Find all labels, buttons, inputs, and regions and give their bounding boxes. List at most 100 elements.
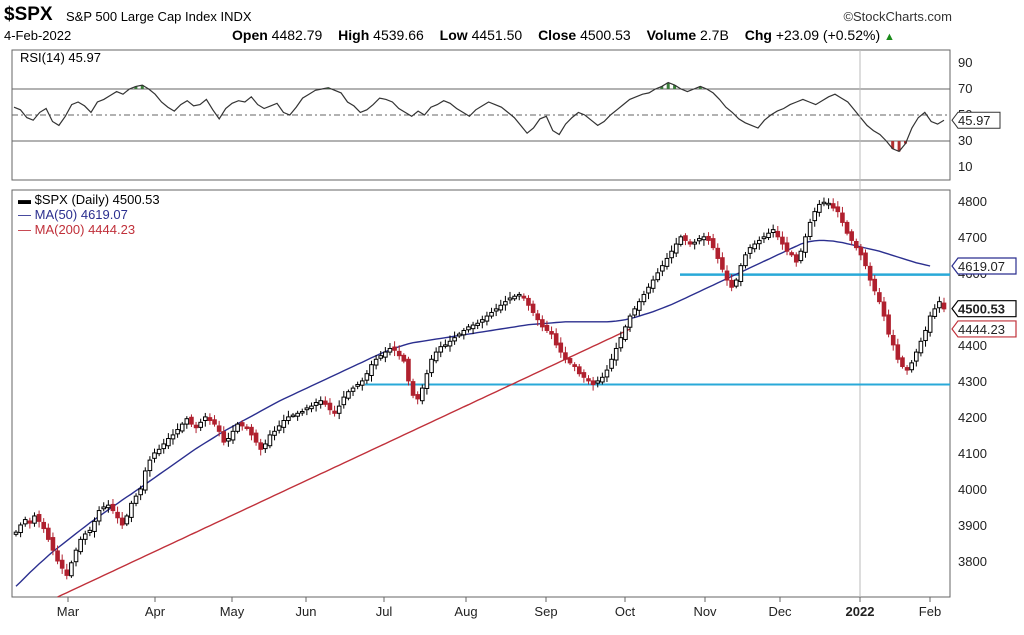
candle-body <box>424 373 430 389</box>
candle-body <box>299 411 305 414</box>
candle-body <box>36 514 42 522</box>
candle-body <box>50 537 56 551</box>
candle-body <box>757 239 762 245</box>
candle-body <box>438 346 444 353</box>
candle-body <box>304 407 310 411</box>
candle-body <box>336 405 342 414</box>
candle-body <box>567 358 573 364</box>
candle-body <box>627 315 633 328</box>
candle-body <box>604 369 610 378</box>
candle-body <box>738 265 744 282</box>
candle-body <box>46 527 51 540</box>
candle-body <box>664 257 670 267</box>
candle-body <box>263 443 268 450</box>
candle-body <box>927 315 933 333</box>
candle-body <box>69 562 74 577</box>
rsi-tick-label: 10 <box>958 159 972 174</box>
candle-body <box>669 250 674 259</box>
candle-body <box>516 293 522 297</box>
price-tick-label: 4100 <box>958 446 987 461</box>
candle-body <box>549 331 554 335</box>
candle-body <box>124 515 130 525</box>
price-tick-label: 3800 <box>958 554 987 569</box>
candle-body <box>830 203 836 209</box>
candle-body <box>272 430 277 436</box>
price-tick-label: 4200 <box>958 410 987 425</box>
candle-body <box>189 416 194 425</box>
candle-body <box>697 238 702 242</box>
candle-body <box>720 257 725 270</box>
candle-body <box>632 308 637 316</box>
candle-body <box>373 358 379 366</box>
candle-body <box>678 236 684 245</box>
candle-body <box>22 519 28 525</box>
candle-body <box>743 254 748 267</box>
price-tick-label: 3900 <box>958 518 987 533</box>
candle-body <box>650 279 656 289</box>
candle-body <box>406 358 411 382</box>
candle-body <box>687 241 693 245</box>
candle-body <box>821 201 827 205</box>
candle-body <box>355 383 360 387</box>
rsi-legend: RSI(14) 45.97 <box>20 50 101 65</box>
exchange-text: INDX <box>220 9 252 24</box>
candle-body <box>775 230 781 238</box>
x-tick-label: May <box>220 604 245 619</box>
candle-body <box>332 410 337 414</box>
candle-body <box>456 333 462 337</box>
candle-body <box>309 405 314 410</box>
candle-body <box>784 242 790 252</box>
price-tick-label: 4300 <box>958 374 987 389</box>
ma50-value-tag: 4619.07 <box>958 259 1005 274</box>
candle-body <box>715 247 721 259</box>
candle-body <box>82 533 88 540</box>
candle-body <box>249 426 254 436</box>
candle-body <box>747 247 753 254</box>
rsi-tick-label: 30 <box>958 133 972 148</box>
quote-date: 4-Feb-2022 <box>4 28 72 43</box>
x-tick-label: Mar <box>57 604 80 619</box>
candle-body <box>724 270 730 281</box>
close-label: Close <box>538 27 577 43</box>
candle-body <box>766 232 771 239</box>
candle-body <box>512 295 517 300</box>
candle-body <box>383 351 388 358</box>
candle-body <box>618 337 624 349</box>
candle-body <box>521 295 527 299</box>
candle-body <box>572 364 577 367</box>
candle-body <box>867 265 873 281</box>
candle-body <box>498 304 504 311</box>
candle-body <box>239 422 245 427</box>
candle-body <box>115 511 120 519</box>
candle-body <box>480 319 485 323</box>
candle-body <box>646 286 651 294</box>
candle-body <box>853 241 859 249</box>
up-arrow-icon: ▲ <box>884 31 895 43</box>
candle-body <box>244 426 250 429</box>
candle-body <box>761 236 767 240</box>
rsi-tick-label: 90 <box>958 55 972 70</box>
chg-label: Chg <box>744 27 772 43</box>
volume-value: 2.7B <box>700 27 729 43</box>
candle-body <box>364 373 370 381</box>
candle-body <box>535 313 541 321</box>
candle-body <box>101 506 107 510</box>
candle-body <box>937 301 942 309</box>
candle-body <box>770 229 776 234</box>
candle-body <box>530 303 536 313</box>
candle-body <box>226 438 231 442</box>
candle-body <box>793 254 799 263</box>
rsi-value-label: 45.97 <box>958 113 991 128</box>
source-credit[interactable]: ©StockCharts.com <box>843 9 952 24</box>
candle-body <box>202 416 208 422</box>
candle-body <box>701 236 707 241</box>
candle-body <box>752 243 758 250</box>
candle-body <box>576 366 582 375</box>
candle-body <box>812 211 818 222</box>
x-tick-label: Sep <box>534 604 557 619</box>
candle-body <box>904 367 910 371</box>
candle-body <box>466 326 471 331</box>
x-tick-label: Jul <box>376 604 393 619</box>
candle-body <box>729 279 734 288</box>
